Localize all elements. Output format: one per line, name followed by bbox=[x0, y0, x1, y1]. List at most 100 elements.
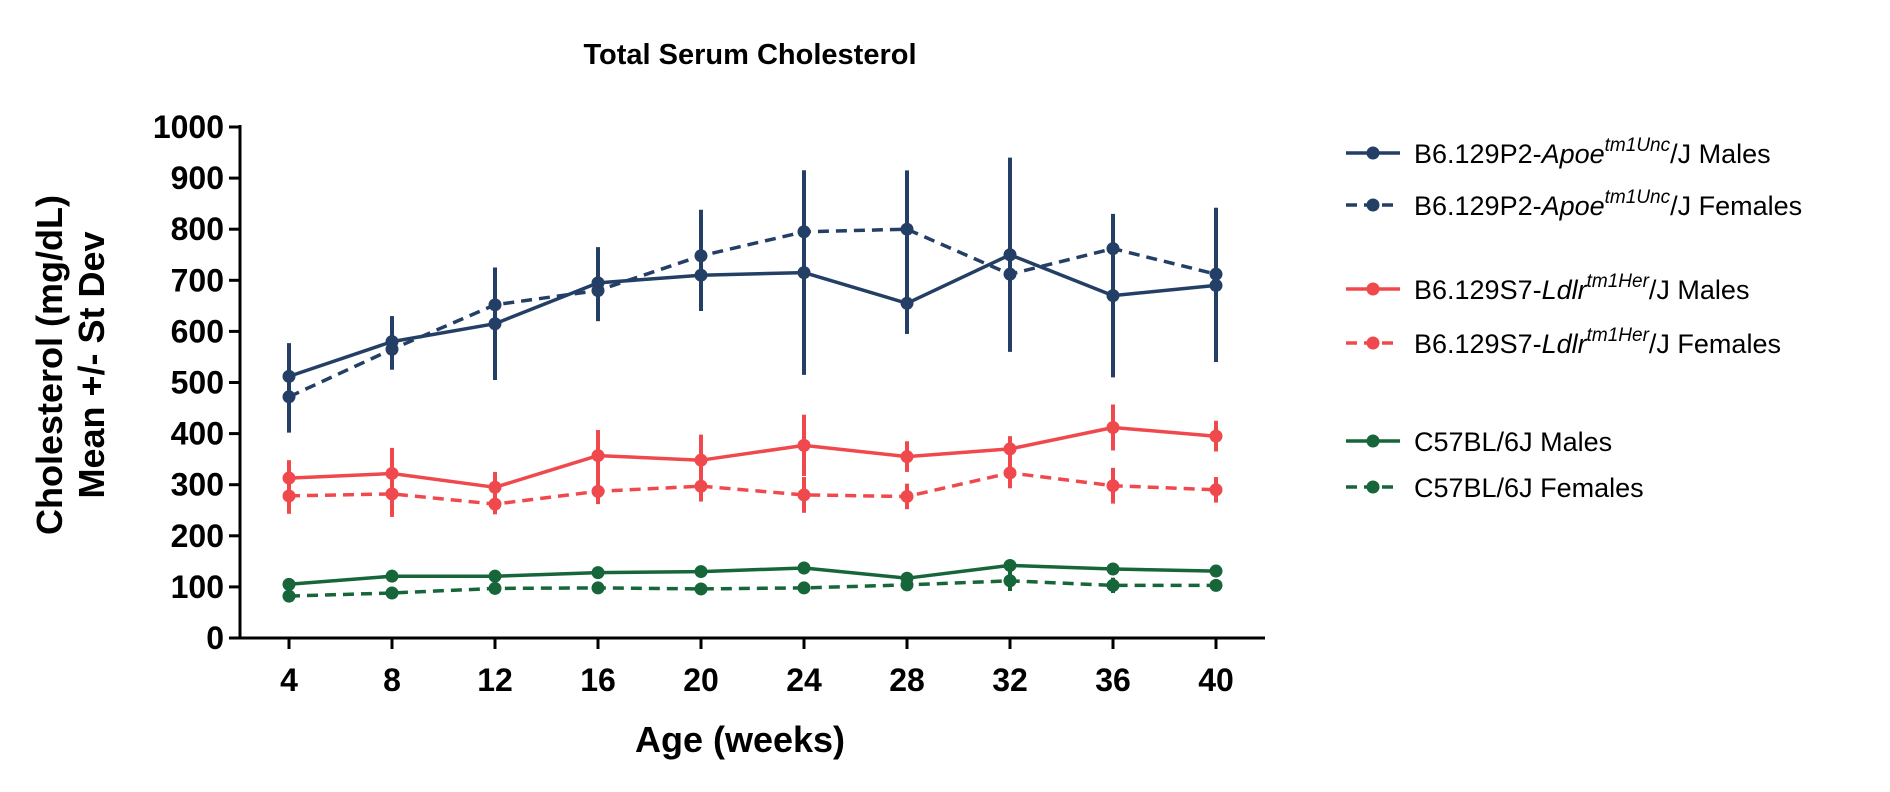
data-point bbox=[1003, 442, 1017, 456]
data-point bbox=[1209, 429, 1223, 443]
x-tick-label: 40 bbox=[1198, 662, 1234, 698]
data-point bbox=[385, 342, 399, 356]
legend-item-1: B6.129P2-Apoetm1Unc/J Males bbox=[1346, 135, 1771, 169]
data-point bbox=[282, 589, 296, 603]
x-tick-label: 24 bbox=[786, 662, 822, 698]
data-point bbox=[1209, 267, 1223, 281]
data-point bbox=[282, 489, 296, 503]
data-point bbox=[1209, 483, 1223, 497]
data-point bbox=[1003, 267, 1017, 281]
data-point bbox=[1003, 466, 1017, 480]
legend-label: B6.129P2-Apoetm1Unc/J Females bbox=[1414, 187, 1802, 221]
data-point bbox=[694, 565, 708, 579]
data-point bbox=[797, 225, 811, 239]
x-axis-label: Age (weeks) bbox=[635, 719, 845, 760]
y-tick-label: 400 bbox=[171, 416, 224, 452]
legend-swatch-point bbox=[1366, 146, 1380, 160]
x-tick-label: 16 bbox=[580, 662, 616, 698]
data-point bbox=[488, 480, 502, 494]
data-point bbox=[385, 586, 399, 600]
legend-label: B6.129P2-Apoetm1Unc/J Males bbox=[1414, 135, 1771, 169]
x-tick-label: 12 bbox=[477, 662, 513, 698]
data-point bbox=[797, 581, 811, 595]
series-4 bbox=[282, 457, 1223, 517]
series-line bbox=[288, 253, 1217, 379]
legend-item-3: B6.129S7-Ldlrtm1Her/J Males bbox=[1346, 271, 1749, 305]
axes: 0 100 200 300 400 500 600 700 800 900 1000 4 8 12 16 20… bbox=[153, 109, 1265, 698]
y-tick-label: 100 bbox=[171, 569, 224, 605]
x-tick-label: 36 bbox=[1095, 662, 1131, 698]
data-point bbox=[1106, 289, 1120, 303]
x-tick-label: 20 bbox=[683, 662, 719, 698]
series-line bbox=[288, 425, 1217, 490]
data-point bbox=[591, 449, 605, 463]
data-point bbox=[900, 222, 914, 236]
series-1 bbox=[282, 157, 1223, 410]
series-line bbox=[288, 563, 1217, 587]
x-tick-label: 28 bbox=[889, 662, 925, 698]
x-tick-label: 32 bbox=[992, 662, 1028, 698]
data-point bbox=[1106, 562, 1120, 576]
x-tick-label: 8 bbox=[383, 662, 401, 698]
series-line bbox=[288, 579, 1216, 598]
legend-item-2: B6.129P2-Apoetm1Unc/J Females bbox=[1346, 187, 1802, 221]
y-tick-label: 500 bbox=[171, 365, 224, 401]
legend-label: B6.129S7-Ldlrtm1Her/J Females bbox=[1414, 325, 1781, 359]
data-point bbox=[488, 581, 502, 595]
data-point bbox=[488, 569, 502, 583]
data-point bbox=[1106, 420, 1120, 434]
data-point bbox=[591, 484, 605, 498]
data-point bbox=[900, 489, 914, 503]
data-point bbox=[385, 569, 399, 583]
data-point bbox=[797, 561, 811, 575]
data-point bbox=[282, 577, 296, 591]
series-line bbox=[288, 471, 1217, 506]
data-point bbox=[694, 453, 708, 467]
y-tick-label: 200 bbox=[171, 518, 224, 554]
y-axis-label: Cholesterol (mg/dL) Mean +/- St Dev bbox=[29, 195, 112, 535]
legend-swatch-point bbox=[1366, 282, 1380, 296]
data-point bbox=[591, 284, 605, 298]
data-point bbox=[591, 581, 605, 595]
legend-swatch-point bbox=[1366, 336, 1380, 350]
data-point bbox=[1106, 242, 1120, 256]
data-point bbox=[1209, 578, 1223, 592]
y-tick-label: 1000 bbox=[153, 109, 224, 145]
legend-label: C57BL/6J Females bbox=[1414, 473, 1644, 503]
y-tick-label: 600 bbox=[171, 313, 224, 349]
data-point bbox=[282, 390, 296, 404]
legend-label: B6.129S7-Ldlrtm1Her/J Males bbox=[1414, 271, 1749, 305]
legend-swatch-point bbox=[1366, 198, 1380, 212]
data-point bbox=[900, 450, 914, 464]
x-tick-label: 4 bbox=[280, 662, 298, 698]
y-tick-label: 900 bbox=[171, 160, 224, 196]
series-6 bbox=[282, 570, 1223, 603]
data-point bbox=[1003, 574, 1017, 588]
legend: B6.129P2-Apoetm1Unc/J Males B6.129P2-Apoe… bbox=[1346, 135, 1802, 503]
data-point bbox=[900, 578, 914, 592]
legend-label: C57BL/6J Males bbox=[1414, 427, 1612, 457]
legend-item-6: C57BL/6J Females bbox=[1346, 473, 1644, 503]
data-point bbox=[385, 487, 399, 501]
series-2 bbox=[282, 170, 1223, 433]
legend-swatch-point bbox=[1366, 480, 1380, 494]
data-point bbox=[488, 497, 502, 511]
data-point bbox=[694, 479, 708, 493]
series-line bbox=[288, 227, 1217, 399]
y-tick-label: 800 bbox=[171, 211, 224, 247]
data-point bbox=[1106, 479, 1120, 493]
y-axis-label-line-1: Cholesterol (mg/dL) bbox=[29, 195, 70, 535]
data-point bbox=[1106, 578, 1120, 592]
data-point bbox=[694, 582, 708, 596]
legend-item-4: B6.129S7-Ldlrtm1Her/J Females bbox=[1346, 325, 1781, 359]
data-point bbox=[797, 438, 811, 452]
legend-item-5: C57BL/6J Males bbox=[1346, 427, 1612, 457]
data-point bbox=[1003, 558, 1017, 572]
chart-title: Total Serum Cholesterol bbox=[583, 39, 916, 71]
y-tick-label: 0 bbox=[206, 620, 224, 656]
plot-area bbox=[282, 157, 1223, 603]
series-5 bbox=[282, 558, 1223, 591]
data-point bbox=[591, 566, 605, 580]
data-point bbox=[694, 249, 708, 263]
